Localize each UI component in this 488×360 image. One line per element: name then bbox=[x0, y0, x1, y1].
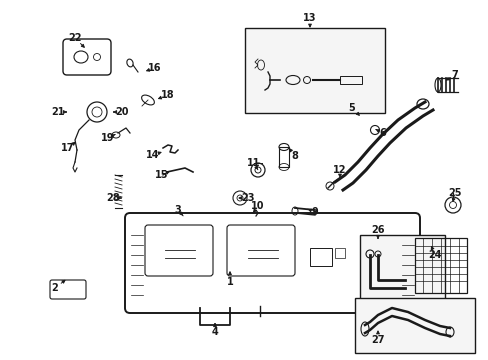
Text: 4: 4 bbox=[211, 327, 218, 337]
Text: 9: 9 bbox=[311, 207, 318, 217]
Text: 20: 20 bbox=[115, 107, 128, 117]
Bar bbox=[279, 147, 288, 167]
Text: 17: 17 bbox=[61, 143, 75, 153]
Text: 22: 22 bbox=[68, 33, 81, 43]
Text: 11: 11 bbox=[247, 158, 260, 168]
Text: 23: 23 bbox=[241, 193, 254, 203]
Text: 28: 28 bbox=[106, 193, 120, 203]
Text: 1: 1 bbox=[226, 277, 233, 287]
Bar bbox=[244, 28, 384, 113]
Text: 21: 21 bbox=[51, 107, 64, 117]
Text: 25: 25 bbox=[447, 188, 461, 198]
Text: 13: 13 bbox=[303, 13, 316, 23]
Bar bbox=[414, 238, 466, 293]
Text: 5: 5 bbox=[348, 103, 355, 113]
Bar bbox=[359, 235, 444, 315]
Text: 15: 15 bbox=[155, 170, 168, 180]
Bar bbox=[334, 248, 345, 258]
Text: 14: 14 bbox=[146, 150, 160, 160]
Text: 8: 8 bbox=[291, 151, 298, 161]
Text: 12: 12 bbox=[332, 165, 346, 175]
Text: 6: 6 bbox=[379, 128, 386, 138]
Text: 7: 7 bbox=[451, 70, 457, 80]
Bar bbox=[339, 76, 361, 84]
Text: 10: 10 bbox=[251, 201, 264, 211]
Text: 16: 16 bbox=[148, 63, 162, 73]
Text: 3: 3 bbox=[174, 205, 181, 215]
Bar bbox=[309, 248, 331, 266]
Text: 26: 26 bbox=[370, 225, 384, 235]
Text: 18: 18 bbox=[161, 90, 174, 100]
Bar bbox=[354, 298, 474, 353]
Text: 2: 2 bbox=[52, 283, 58, 293]
Text: 19: 19 bbox=[101, 133, 115, 143]
Text: 24: 24 bbox=[427, 250, 441, 260]
Text: 27: 27 bbox=[370, 335, 384, 345]
